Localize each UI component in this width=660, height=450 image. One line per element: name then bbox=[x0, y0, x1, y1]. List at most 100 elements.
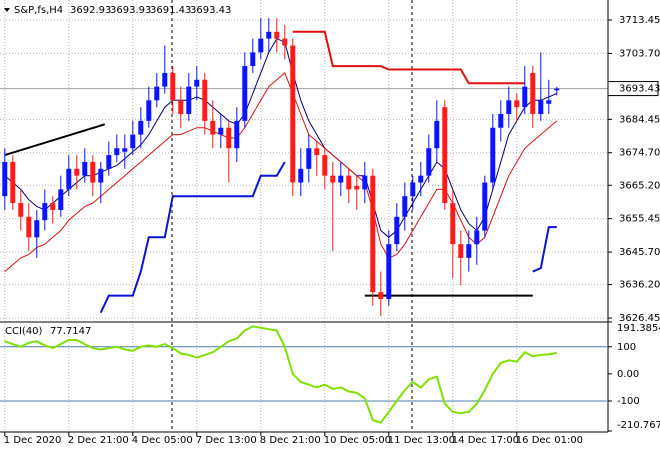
y2-tick-label: -100 bbox=[617, 396, 640, 407]
y-tick-label: 3665.20 bbox=[619, 180, 660, 191]
candle-body bbox=[450, 203, 456, 245]
candle-body bbox=[354, 185, 360, 190]
candle-body bbox=[162, 72, 168, 87]
candle-body bbox=[386, 244, 392, 299]
candle-body bbox=[410, 182, 416, 197]
candle-body bbox=[514, 100, 520, 108]
candle-body bbox=[98, 168, 104, 183]
x-tick-label: 16 Dec 01:00 bbox=[516, 435, 583, 446]
candle-body bbox=[258, 38, 264, 53]
candle-body bbox=[226, 127, 232, 149]
indicator-line bbox=[4, 72, 558, 272]
candle-body bbox=[490, 127, 496, 183]
price-label-box bbox=[607, 81, 659, 97]
candle-body bbox=[50, 203, 56, 210]
candle-body bbox=[114, 148, 120, 156]
x-tick-label: 7 Dec 13:00 bbox=[196, 435, 257, 446]
candle-body bbox=[18, 203, 24, 217]
ohlc-low: 3691.43 bbox=[150, 5, 191, 16]
candle-body bbox=[506, 100, 512, 115]
candle-body bbox=[66, 168, 72, 190]
indicator-value: 77.7147 bbox=[50, 326, 91, 337]
candle-body bbox=[370, 175, 376, 293]
menu-icon bbox=[4, 8, 10, 12]
candle-body bbox=[274, 31, 280, 39]
price-label: 3693.43 bbox=[619, 84, 660, 95]
candle-body bbox=[250, 52, 256, 67]
cci-line bbox=[4, 325, 557, 424]
candle-body bbox=[538, 100, 544, 115]
candle-body bbox=[42, 203, 48, 221]
x-tick-label: 2 Dec 21:00 bbox=[68, 435, 129, 446]
y-tick-label: 3713.45 bbox=[619, 15, 660, 26]
y-tick-label: 3645.70 bbox=[619, 247, 660, 258]
y-tick-label: 3636.20 bbox=[619, 280, 660, 291]
candle-body bbox=[546, 100, 552, 104]
candle-body bbox=[426, 148, 432, 176]
candle-body bbox=[298, 168, 304, 183]
indicator-line bbox=[4, 38, 557, 238]
candle-body bbox=[122, 148, 128, 152]
indicator-name: CCI(40) bbox=[5, 326, 43, 337]
y2-tick-label: 0.00 bbox=[617, 369, 639, 380]
candle-body bbox=[330, 175, 336, 183]
candle-body bbox=[290, 45, 296, 183]
y-tick-label: 3684.45 bbox=[619, 114, 660, 125]
candle-body bbox=[458, 244, 464, 258]
y-tick-label: 3703.70 bbox=[619, 48, 660, 59]
candle-body bbox=[138, 120, 144, 135]
candle-body bbox=[146, 100, 152, 121]
candle-body bbox=[242, 66, 248, 121]
candle-body bbox=[186, 86, 192, 115]
candle-body bbox=[378, 292, 384, 299]
candle-body bbox=[466, 244, 472, 258]
ohlc-high: 3693.93 bbox=[110, 5, 151, 16]
candle-body bbox=[266, 31, 272, 39]
x-tick-label: 8 Dec 21:00 bbox=[260, 435, 321, 446]
candle-body bbox=[474, 230, 480, 245]
y2-tick-label: 100 bbox=[617, 342, 636, 353]
symbol: S&P,fs,H4 bbox=[14, 5, 63, 16]
y2-tick-label: -210.7677 bbox=[617, 420, 660, 431]
candle-body bbox=[418, 175, 424, 183]
candle-body bbox=[482, 182, 488, 231]
candle-body bbox=[154, 86, 160, 101]
candle-body bbox=[434, 120, 440, 149]
candle-body bbox=[194, 79, 200, 87]
x-tick-label: 11 Dec 13:00 bbox=[388, 435, 455, 446]
candle-body bbox=[58, 189, 64, 210]
candle-body bbox=[218, 127, 224, 135]
y-tick-label: 3655.45 bbox=[619, 214, 660, 225]
y-tick-label: 3626.45 bbox=[619, 313, 660, 324]
candle-body bbox=[90, 161, 96, 183]
candle-body bbox=[346, 175, 352, 190]
candle-body bbox=[2, 161, 8, 197]
ohlc-open: 3692.93 bbox=[70, 5, 111, 16]
candle-body bbox=[314, 148, 320, 156]
x-tick-label: 4 Dec 05:00 bbox=[132, 435, 193, 446]
candle-body bbox=[282, 38, 288, 46]
candle-body bbox=[170, 72, 176, 101]
candle-body bbox=[530, 72, 536, 115]
candle-body bbox=[402, 196, 408, 217]
candle-body bbox=[74, 168, 80, 176]
candle-body bbox=[10, 161, 16, 204]
candle-body bbox=[210, 120, 216, 135]
candle-body bbox=[322, 155, 328, 176]
candle-body bbox=[82, 161, 88, 176]
candle-body bbox=[34, 220, 40, 238]
trend-line bbox=[4, 123, 106, 157]
candle-body bbox=[442, 107, 448, 204]
candle-body bbox=[234, 120, 240, 149]
candle-body bbox=[394, 216, 400, 245]
candle-body bbox=[26, 216, 32, 238]
candle-body bbox=[522, 86, 528, 108]
candle-body bbox=[178, 100, 184, 115]
candle-body bbox=[202, 79, 208, 121]
candle-body bbox=[306, 148, 312, 169]
x-tick-label: 1 Dec 2020 bbox=[4, 435, 62, 446]
y2-tick-label: 191.3854 bbox=[617, 323, 660, 334]
candle-body bbox=[106, 155, 112, 169]
